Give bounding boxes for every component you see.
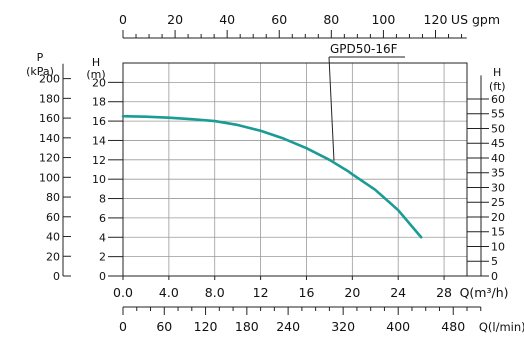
series-point <box>191 118 193 120</box>
y-ft-tick-label: 15 <box>491 226 505 239</box>
series-point <box>347 170 349 172</box>
y-ft-axis-unit: (ft) <box>489 80 506 93</box>
series-point <box>260 130 262 132</box>
x-main-tick-label: 24 <box>390 285 406 300</box>
y-ft-tick-label: 45 <box>491 137 505 150</box>
x-usgpm-tick-label: 40 <box>219 12 235 27</box>
series-point <box>214 120 216 122</box>
series-point <box>420 236 422 238</box>
plot-frame <box>122 62 468 277</box>
y-ft-tick-label: 5 <box>491 255 498 268</box>
x-usgpm-tick-label: 20 <box>167 12 183 27</box>
x-main-tick-label: 0.0 <box>113 285 133 300</box>
x-lmin-tick-label: 180 <box>235 319 259 334</box>
y-main-tick-label: 2 <box>99 251 106 264</box>
y-main-axis-unit: (m) <box>86 68 105 81</box>
x-lmin-tick-label: 480 <box>441 319 465 334</box>
y-kpa-tick-label: 100 <box>39 171 60 184</box>
y-ft-tick-label: 60 <box>491 93 505 106</box>
y-main-tick-label: 4 <box>99 231 106 244</box>
x-lmin-tick-label: 320 <box>331 319 355 334</box>
y-kpa-tick-label: 180 <box>39 92 60 105</box>
y-main-tick-label: 10 <box>92 173 106 186</box>
x-usgpm-tick-label: 120 <box>424 12 448 27</box>
y-kpa-tick-label: 140 <box>39 132 60 145</box>
x-usgpm-tick-label: 60 <box>271 12 287 27</box>
series-point <box>168 117 170 119</box>
y-main-tick-label: 0 <box>99 270 106 283</box>
x-main-axis-label: Q(m³/h) <box>460 285 509 300</box>
x-main-tick-label: 4.0 <box>159 285 179 300</box>
y-kpa-axis-unit: (kPa) <box>26 65 54 78</box>
series-point <box>329 159 331 161</box>
series-point <box>145 116 147 118</box>
series-point <box>283 138 285 140</box>
y-ft-axis-title: H <box>493 66 501 79</box>
y-main-tick-label: 12 <box>92 154 106 167</box>
x-lmin-tick-label: 400 <box>386 319 410 334</box>
y-main-axis-title: H <box>92 56 100 69</box>
x-main-tick-label: 20 <box>344 285 360 300</box>
y-kpa-tick-label: 80 <box>46 191 60 204</box>
x-usgpm-tick-label: 80 <box>323 12 339 27</box>
y-main-tick-label: 18 <box>92 96 106 109</box>
series-point <box>122 115 124 117</box>
x-lmin-tick-label: 60 <box>156 319 172 334</box>
series-point <box>237 124 239 126</box>
y-ft-tick-label: 10 <box>491 240 505 253</box>
series-point <box>351 173 353 175</box>
y-ft-tick-label: 25 <box>491 196 505 209</box>
x-lmin-tick-label: 0 <box>119 319 127 334</box>
y-kpa-tick-label: 200 <box>39 73 60 86</box>
y-kpa-tick-label: 160 <box>39 112 60 125</box>
model-leader-line <box>328 56 335 161</box>
y-ft-tick-label: 30 <box>491 181 505 194</box>
y-main-tick-label: 8 <box>99 193 106 206</box>
y-main-tick-label: 14 <box>92 134 106 147</box>
x-usgpm-tick-label: 100 <box>371 12 395 27</box>
x-lmin-tick-label: 120 <box>194 319 218 334</box>
y-main-tick-label: 20 <box>92 76 106 89</box>
series-point <box>397 209 399 211</box>
y-kpa-tick-label: 0 <box>53 270 60 283</box>
y-main-tick-label: 16 <box>92 115 106 128</box>
x-usgpm-axis-label: US gpm <box>451 12 500 27</box>
x-usgpm-tick-label: 0 <box>119 12 127 27</box>
x-main-tick-label: 16 <box>299 285 315 300</box>
series-point <box>306 147 308 149</box>
series-point <box>374 189 376 191</box>
y-kpa-tick-label: 60 <box>46 211 60 224</box>
x-main-tick-label: 8.0 <box>205 285 225 300</box>
x-lmin-axis-label: Q(l/min) <box>479 320 524 334</box>
x-main-tick-label: 12 <box>253 285 269 300</box>
y-ft-tick-label: 40 <box>491 152 505 165</box>
x-main-tick-label: 28 <box>436 285 452 300</box>
y-ft-tick-label: 20 <box>491 211 505 224</box>
series-line-gpd50-16f <box>121 114 423 239</box>
model-label: GPD50-16F <box>330 42 398 56</box>
y-ft-tick-label: 35 <box>491 167 505 180</box>
y-kpa-axis-title: P <box>37 51 44 64</box>
y-kpa-tick-label: 120 <box>39 152 60 165</box>
y-ft-tick-label: 55 <box>491 108 505 121</box>
x-lmin-tick-label: 240 <box>276 319 300 334</box>
y-ft-tick-label: 0 <box>491 270 498 283</box>
y-kpa-tick-label: 40 <box>46 231 60 244</box>
y-kpa-tick-label: 20 <box>46 250 60 263</box>
grid-lines <box>123 63 467 276</box>
y-ft-tick-label: 50 <box>491 122 505 135</box>
y-main-tick-label: 6 <box>99 212 106 225</box>
